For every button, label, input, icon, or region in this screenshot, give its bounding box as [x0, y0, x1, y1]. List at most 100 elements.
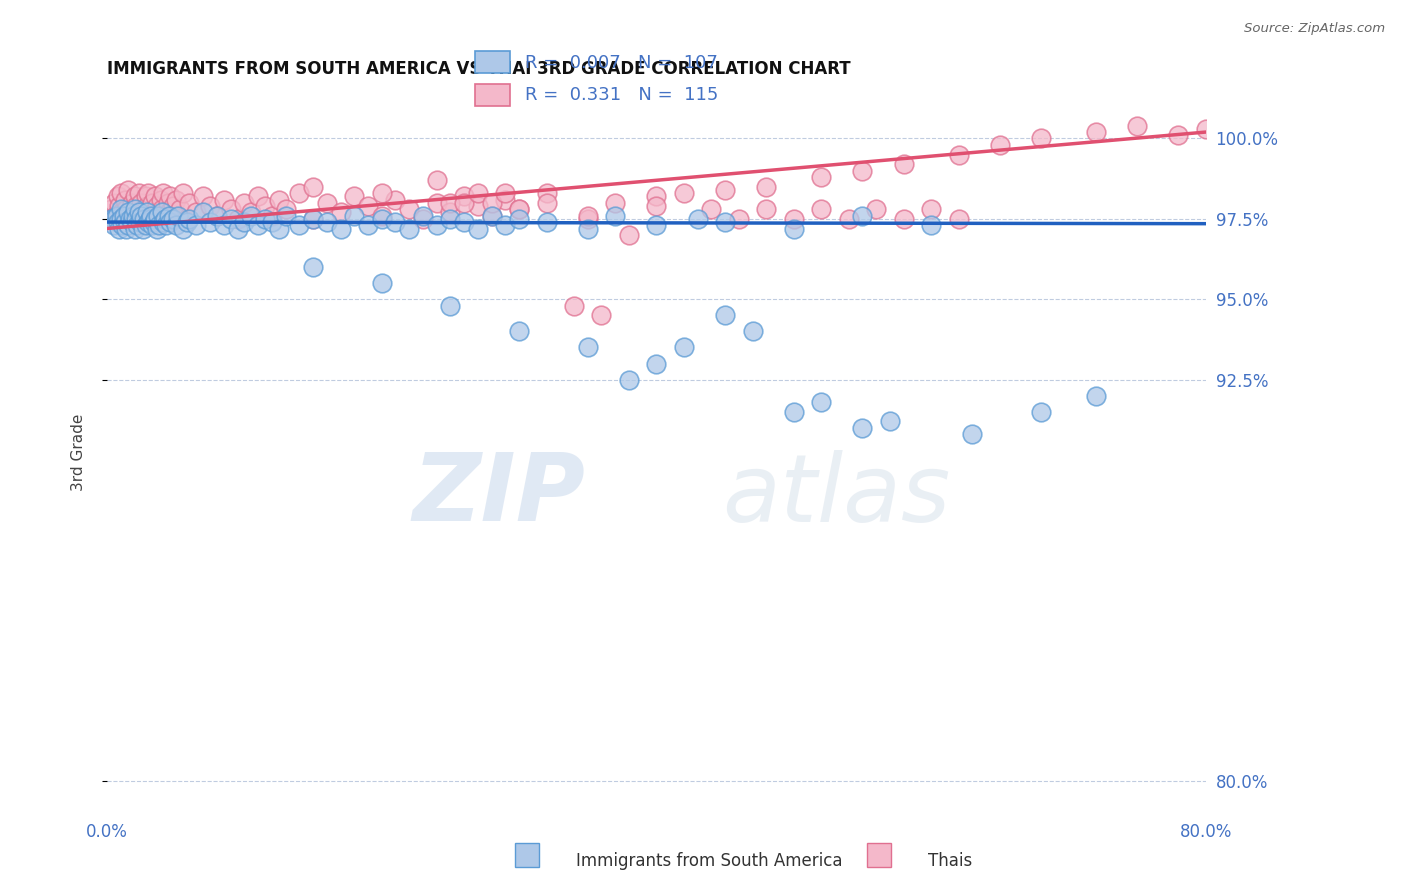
Point	[145, 221, 167, 235]
Point	[205, 209, 228, 223]
Point	[176, 211, 198, 226]
Point	[115, 221, 138, 235]
Point	[893, 157, 915, 171]
Point	[156, 195, 179, 210]
Point	[288, 186, 311, 201]
Point	[1084, 389, 1107, 403]
Point	[121, 215, 143, 229]
Point	[494, 219, 516, 233]
Point	[439, 205, 461, 219]
Point	[212, 193, 235, 207]
Point	[962, 427, 984, 442]
Point	[329, 205, 352, 219]
Point	[302, 211, 325, 226]
Point	[439, 299, 461, 313]
Point	[536, 215, 558, 229]
Point	[810, 395, 832, 409]
Point	[576, 211, 599, 226]
Point	[686, 211, 709, 226]
Point	[810, 202, 832, 217]
Point	[591, 308, 613, 322]
Point	[163, 209, 186, 223]
Point	[371, 209, 394, 223]
Point	[162, 211, 184, 226]
Point	[508, 202, 530, 217]
Point	[143, 211, 166, 226]
Point	[315, 215, 337, 229]
Text: Immigrants from South America: Immigrants from South America	[576, 852, 844, 870]
Point	[112, 209, 135, 223]
Point	[838, 211, 860, 226]
Point	[645, 357, 668, 371]
Point	[165, 193, 187, 207]
Point	[193, 189, 215, 203]
Point	[105, 209, 128, 223]
Point	[467, 221, 489, 235]
Point	[165, 219, 187, 233]
Text: Source: ZipAtlas.com: Source: ZipAtlas.com	[1244, 22, 1385, 36]
Y-axis label: 3rd Grade: 3rd Grade	[72, 413, 86, 491]
Point	[783, 405, 806, 419]
Point	[155, 219, 177, 233]
Point	[134, 211, 156, 226]
Point	[135, 189, 157, 203]
Point	[138, 211, 160, 226]
Point	[508, 202, 530, 217]
Text: IMMIGRANTS FROM SOUTH AMERICA VS THAI 3RD GRADE CORRELATION CHART: IMMIGRANTS FROM SOUTH AMERICA VS THAI 3R…	[107, 60, 851, 78]
Point	[893, 211, 915, 226]
Point	[124, 221, 146, 235]
Point	[948, 211, 970, 226]
Point	[233, 195, 256, 210]
Point	[851, 209, 873, 223]
Point	[142, 205, 165, 219]
Point	[645, 189, 668, 203]
Point	[155, 211, 177, 226]
Point	[104, 209, 127, 223]
Point	[114, 193, 136, 207]
Point	[122, 205, 145, 219]
Point	[159, 189, 181, 203]
Point	[132, 205, 155, 219]
FancyBboxPatch shape	[475, 84, 510, 106]
Point	[412, 209, 434, 223]
Point	[149, 193, 172, 207]
Point	[920, 202, 942, 217]
Point	[267, 193, 290, 207]
Point	[536, 186, 558, 201]
Point	[810, 170, 832, 185]
Point	[288, 219, 311, 233]
Point	[135, 199, 157, 213]
Point	[117, 205, 139, 219]
Point	[267, 221, 290, 235]
Point	[1167, 128, 1189, 143]
Point	[302, 260, 325, 274]
Point	[136, 215, 159, 229]
Point	[103, 195, 125, 210]
Point	[617, 373, 640, 387]
Text: ■: ■	[517, 846, 537, 865]
Point	[136, 186, 159, 201]
Point	[152, 215, 174, 229]
Point	[343, 189, 366, 203]
Point	[186, 205, 208, 219]
Point	[920, 219, 942, 233]
Point	[138, 211, 160, 226]
Text: atlas: atlas	[723, 450, 950, 541]
Point	[226, 211, 249, 226]
Point	[274, 209, 297, 223]
Point	[1029, 405, 1052, 419]
Point	[343, 209, 366, 223]
Point	[186, 219, 208, 233]
Point	[117, 183, 139, 197]
Point	[398, 202, 420, 217]
Point	[700, 202, 723, 217]
Point	[576, 209, 599, 223]
Point	[645, 219, 668, 233]
Point	[145, 199, 167, 213]
Point	[240, 205, 263, 219]
Point	[111, 205, 134, 219]
Point	[879, 414, 901, 428]
Point	[172, 186, 194, 201]
Point	[988, 137, 1011, 152]
Point	[146, 209, 169, 223]
